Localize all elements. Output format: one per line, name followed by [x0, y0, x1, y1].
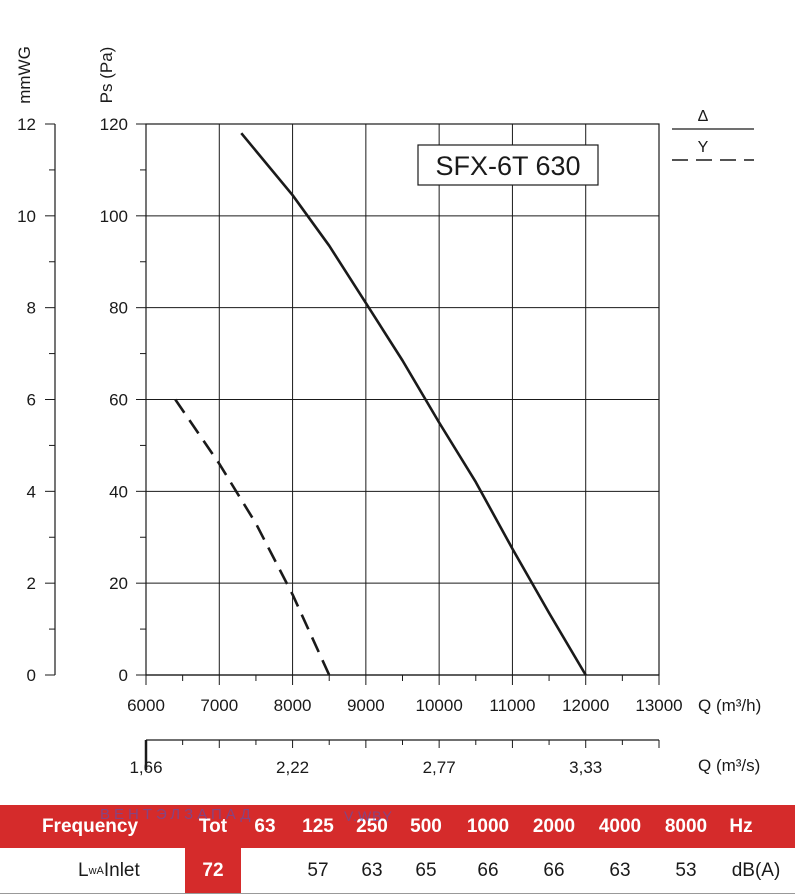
- y-tick-label: 80: [109, 299, 128, 318]
- freq-col-63: 63: [254, 815, 276, 837]
- legend-label-y: Y: [698, 139, 709, 156]
- y2-axis-title: mmWG: [15, 46, 34, 104]
- y-tick-label: 40: [109, 482, 128, 501]
- y-axis-title: Ps (Pa): [97, 47, 116, 104]
- noise-value-tot: 72: [185, 848, 241, 894]
- noise-table: Frequency Tot 63 125 250 500 1000 2000 4…: [0, 805, 795, 894]
- y-tick-label: 120: [100, 115, 128, 134]
- x-tick-label: 12000: [562, 696, 609, 715]
- y-tick-label: 20: [109, 574, 128, 593]
- y2-tick-label: 6: [27, 391, 36, 410]
- y2-tick-label: 0: [27, 666, 36, 685]
- y2-tick-label: 10: [17, 207, 36, 226]
- x2-tick-label: 2,22: [276, 758, 309, 777]
- freq-col-250: 250: [356, 815, 388, 837]
- noise-value-4000: 63: [609, 860, 631, 881]
- freq-col-tot: Tot: [198, 815, 228, 837]
- x-axis-title: Q (m³/h): [698, 696, 761, 715]
- freq-col-unit: Hz: [729, 815, 753, 837]
- noise-value-1000: 66: [477, 860, 499, 881]
- watermark-text: ВЕНТЭЛЗАПАД: [100, 806, 255, 823]
- noise-value-63: [245, 848, 285, 894]
- noise-value-unit: dB(A): [731, 860, 781, 881]
- noise-header-row: Frequency Tot 63 125 250 500 1000 2000 4…: [0, 805, 795, 848]
- noise-value-8000: 53: [675, 860, 697, 881]
- y2-tick-label: 4: [27, 482, 36, 501]
- freq-col-500: 500: [410, 815, 442, 837]
- noise-value-500: 65: [415, 860, 437, 881]
- freq-col-2000: 2000: [532, 815, 576, 837]
- noise-value-2000: 66: [543, 860, 565, 881]
- chart-axes: 6000 7000 8000 9000 10000 11000 12000 130000204…: [17, 115, 683, 777]
- x-tick-label: 6000: [127, 696, 165, 715]
- freq-col-1000: 1000: [466, 815, 510, 837]
- model-label-box: SFX-6T 630: [417, 144, 599, 186]
- x-tick-label: 11000: [489, 696, 535, 715]
- series-line-delta: [240, 132, 587, 676]
- y2-tick-label: 12: [17, 115, 36, 134]
- fan-curve-chart: 6000 7000 8000 9000 10000 11000 12000 130000204…: [15, 46, 761, 777]
- y-tick-label: 100: [100, 207, 128, 226]
- x-tick-label: 9000: [347, 696, 385, 715]
- x2-tick-label: 3,33: [569, 758, 602, 777]
- freq-col-4000: 4000: [598, 815, 642, 837]
- y2-tick-label: 2: [27, 574, 36, 593]
- series-line-y: [174, 398, 331, 676]
- x-tick-label: 10000: [416, 696, 463, 715]
- x2-tick-label: 1,66: [129, 758, 162, 777]
- noise-value-250: 63: [361, 860, 383, 881]
- y2-tick-label: 8: [27, 299, 36, 318]
- legend-label-delta: Δ: [698, 108, 709, 125]
- watermark-text-b: V.WBY: [344, 808, 393, 824]
- x-tick-label: 7000: [200, 696, 238, 715]
- frequency-label: Frequency: [41, 815, 139, 837]
- x-tick-label: 13000: [635, 696, 682, 715]
- noise-value-125: 57: [307, 860, 329, 881]
- x-tick-label: 8000: [274, 696, 312, 715]
- y-tick-label: 0: [119, 666, 128, 685]
- chart-grid: [145, 123, 660, 676]
- chart-curves: [174, 132, 587, 676]
- freq-col-8000: 8000: [664, 815, 708, 837]
- chart-legend: Δ Y: [672, 108, 754, 161]
- x2-axis-title: Q (m³/s): [698, 756, 760, 775]
- freq-col-125: 125: [302, 815, 334, 837]
- model-label: SFX-6T 630: [435, 151, 580, 181]
- y-tick-label: 60: [109, 391, 128, 410]
- x2-tick-label: 2,77: [423, 758, 456, 777]
